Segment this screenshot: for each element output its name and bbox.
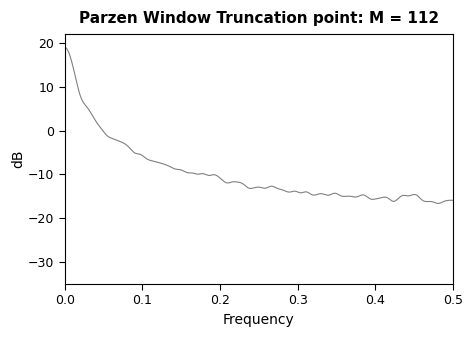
X-axis label: Frequency: Frequency (223, 313, 295, 327)
Y-axis label: dB: dB (11, 150, 25, 168)
Title: Parzen Window Truncation point: M = 112: Parzen Window Truncation point: M = 112 (79, 11, 439, 26)
